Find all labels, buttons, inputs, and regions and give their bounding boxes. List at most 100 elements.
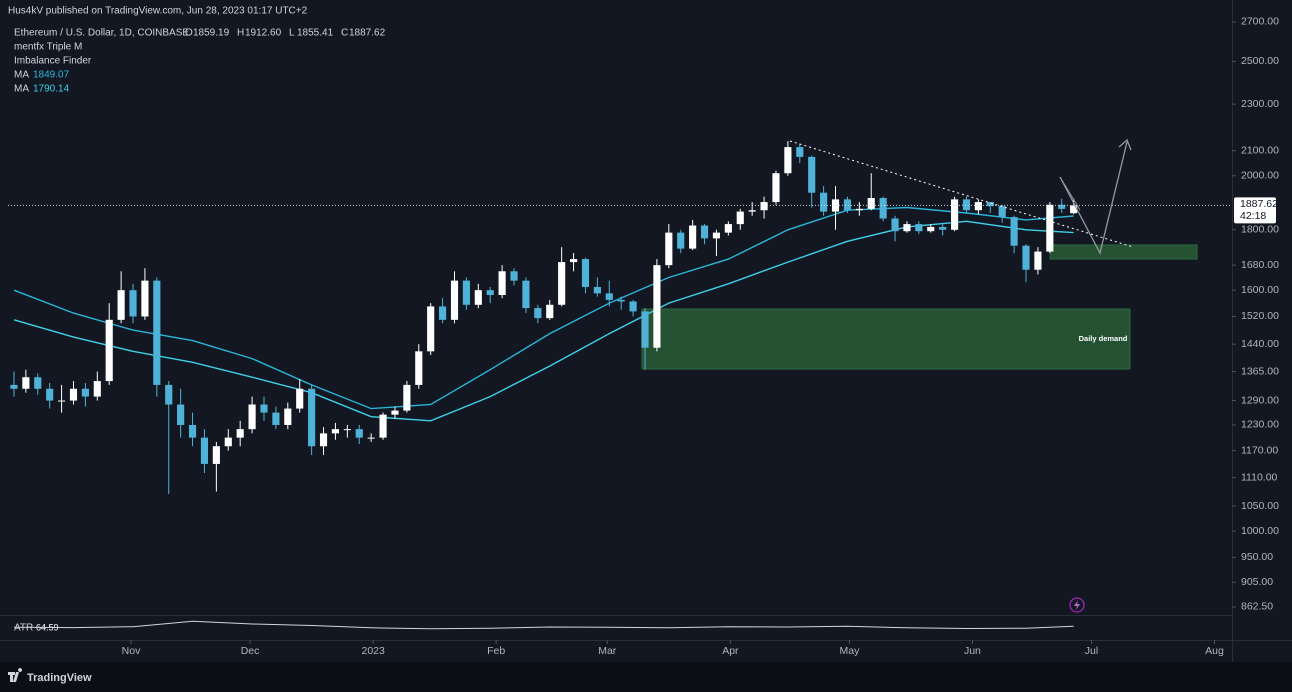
y-tick-label: 1290.00 bbox=[1241, 394, 1279, 406]
y-tick-label: 1170.00 bbox=[1241, 444, 1278, 456]
candle-body bbox=[319, 433, 328, 447]
ohlc-label: H bbox=[237, 28, 244, 39]
candle-body bbox=[736, 211, 744, 225]
candle-body bbox=[224, 437, 232, 447]
candle-body bbox=[569, 259, 578, 263]
y-tick-label: 1800.00 bbox=[1241, 224, 1279, 236]
candle-body bbox=[308, 388, 316, 447]
candle-body bbox=[546, 304, 554, 319]
candle-body bbox=[117, 290, 125, 320]
candle-body bbox=[403, 384, 411, 411]
candle-body bbox=[831, 199, 840, 212]
candle-body bbox=[927, 226, 935, 232]
candle-body bbox=[558, 262, 566, 305]
ohlc-label: L bbox=[289, 28, 295, 39]
x-tick-label: Jun bbox=[964, 645, 981, 657]
y-tick-label: 905.00 bbox=[1241, 576, 1273, 588]
ohlc-value: 1859.19 bbox=[193, 28, 230, 39]
candle-body bbox=[272, 412, 280, 425]
candle-body bbox=[486, 290, 494, 295]
candle-body bbox=[188, 424, 197, 438]
y-tick-label: 862.50 bbox=[1241, 601, 1273, 613]
candle-body bbox=[617, 299, 625, 302]
candle-body bbox=[1034, 251, 1042, 270]
candle-body bbox=[653, 265, 661, 348]
price-badge bbox=[1234, 197, 1276, 224]
candle-body bbox=[605, 293, 613, 300]
candle-body bbox=[748, 210, 756, 212]
candle-body bbox=[105, 319, 113, 382]
moving-average bbox=[13, 206, 1074, 410]
candle-body bbox=[212, 446, 220, 464]
candle-body bbox=[450, 280, 459, 320]
candle-body bbox=[796, 147, 804, 157]
candle-body bbox=[343, 429, 351, 431]
y-tick-label: 2500.00 bbox=[1241, 55, 1279, 67]
candle-body bbox=[415, 351, 423, 385]
demand-zone bbox=[641, 308, 1131, 370]
candle-body bbox=[629, 301, 637, 312]
candle-body bbox=[153, 280, 161, 385]
x-tick-label: Mar bbox=[598, 645, 617, 657]
candle-body bbox=[141, 280, 149, 317]
candle-body bbox=[367, 437, 375, 439]
y-tick-label: 1520.00 bbox=[1241, 310, 1279, 322]
y-tick-label: 2000.00 bbox=[1241, 170, 1279, 182]
candle-body bbox=[808, 156, 816, 193]
candle-body bbox=[439, 306, 447, 320]
publish-info: Hus4kV published on TradingView.com, Jun… bbox=[8, 6, 308, 17]
arrow-head bbox=[1118, 138, 1132, 151]
y-tick-label: 1440.00 bbox=[1241, 338, 1279, 350]
candle-body bbox=[331, 429, 340, 434]
y-tick-label: 1050.00 bbox=[1241, 500, 1279, 512]
candle-body bbox=[665, 232, 673, 266]
x-tick-label: Dec bbox=[241, 645, 260, 657]
candle-body bbox=[581, 259, 590, 287]
zone-label: Daily demand bbox=[1079, 334, 1128, 343]
candle-body bbox=[248, 404, 256, 430]
candle-body bbox=[81, 388, 89, 397]
candle-body bbox=[962, 199, 971, 211]
candle-body bbox=[165, 384, 173, 405]
candle-body bbox=[1070, 205, 1078, 214]
candle-body bbox=[379, 414, 387, 438]
candle-body bbox=[677, 232, 685, 249]
alert-bolt bbox=[1074, 600, 1080, 610]
candle-body bbox=[951, 199, 959, 230]
candle-body bbox=[522, 280, 530, 309]
candle-body bbox=[34, 377, 42, 389]
y-tick-label: 1680.00 bbox=[1241, 259, 1279, 271]
candle-body bbox=[593, 286, 601, 294]
y-tick-label: 1600.00 bbox=[1241, 284, 1279, 296]
candle-body bbox=[534, 308, 542, 319]
ohlc-label: O bbox=[185, 28, 193, 39]
footer bbox=[0, 662, 1292, 692]
candle-body bbox=[974, 202, 982, 211]
price-badge-value: 1887.62 bbox=[1240, 198, 1278, 210]
candle-body bbox=[462, 280, 470, 305]
plot-area bbox=[10, 141, 1078, 495]
indicator-name: Imbalance Finder bbox=[14, 56, 92, 67]
candle-body bbox=[1058, 204, 1066, 209]
candle-body bbox=[22, 377, 30, 389]
candle-body bbox=[939, 226, 947, 230]
candle-body bbox=[1046, 204, 1054, 252]
brand-logo bbox=[8, 668, 23, 682]
candle-body bbox=[641, 311, 649, 348]
brand-name: TradingView bbox=[27, 672, 92, 684]
alert-icon[interactable] bbox=[1069, 597, 1085, 613]
candle-body bbox=[820, 192, 828, 212]
projection-leg bbox=[1059, 176, 1081, 211]
candle-body bbox=[724, 224, 732, 233]
ma-legend-name: MA bbox=[14, 70, 29, 81]
y-tick-label: 1110.00 bbox=[1241, 471, 1278, 483]
candle-body bbox=[855, 208, 863, 211]
candle-body bbox=[843, 199, 851, 211]
candle-body bbox=[772, 173, 780, 203]
candle-body bbox=[177, 404, 185, 425]
ohlc-label: C bbox=[341, 28, 348, 39]
candle-body bbox=[879, 198, 887, 219]
candle-body bbox=[1010, 217, 1018, 246]
